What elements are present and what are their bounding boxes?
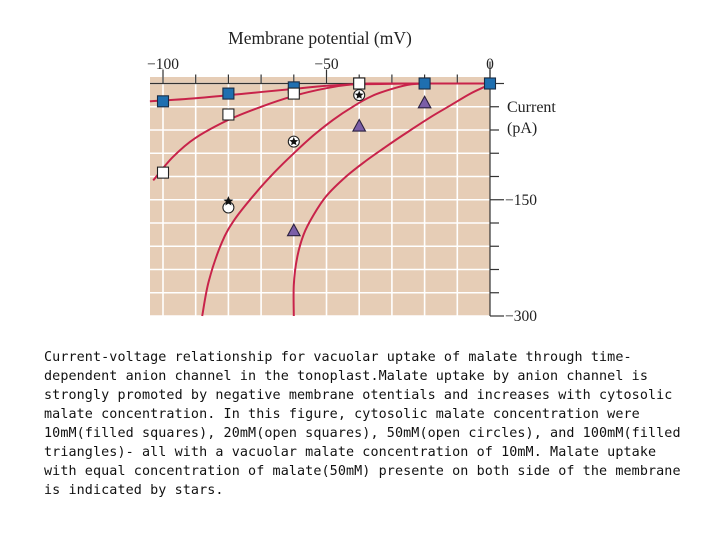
y-axis-label: Current (pA) <box>507 99 556 137</box>
marker-filled-triangle <box>351 118 367 132</box>
marker-filled-square <box>483 77 497 90</box>
x-tick-label: −100 <box>147 56 179 73</box>
plot-background <box>150 77 490 316</box>
y-tick-label: −150 <box>505 192 537 209</box>
marker-filled-square <box>222 87 235 100</box>
marker-filled-triangle <box>417 95 432 109</box>
x-tick-label: 0 <box>486 56 494 73</box>
marker-star <box>289 137 299 146</box>
marker-star <box>223 196 234 206</box>
marker-filled-triangle <box>286 223 302 237</box>
iv-chart: Membrane potential (mV) −100 −50 0 −150 −30… <box>147 28 556 325</box>
figure-caption: Current-voltage relationship for vacuola… <box>44 350 689 498</box>
y-tick-label: −300 <box>505 308 537 325</box>
curve-open-circle <box>201 82 432 317</box>
marker-open-square <box>287 87 300 100</box>
markers <box>156 77 497 237</box>
marker-open-circle <box>222 201 235 214</box>
curves <box>149 82 491 317</box>
marker-filled-square <box>156 95 170 108</box>
y-axis-label-line: Current <box>507 99 556 116</box>
marker-open-square <box>156 166 170 179</box>
x-tick-label: −50 <box>314 56 338 73</box>
chart-title: Membrane potential (mV) <box>228 28 412 48</box>
curve-open-square <box>152 82 491 182</box>
x-tick-labels: −100 −50 0 <box>147 56 494 73</box>
y-tick-labels: −150 −300 <box>505 192 537 325</box>
curve-filled-triangle <box>292 82 491 317</box>
marker-open-square <box>222 108 235 121</box>
y-axis-label-line: (pA) <box>507 120 537 137</box>
marker-star <box>354 90 364 99</box>
marker-open-square <box>353 77 366 90</box>
marker-filled-square <box>418 77 431 90</box>
